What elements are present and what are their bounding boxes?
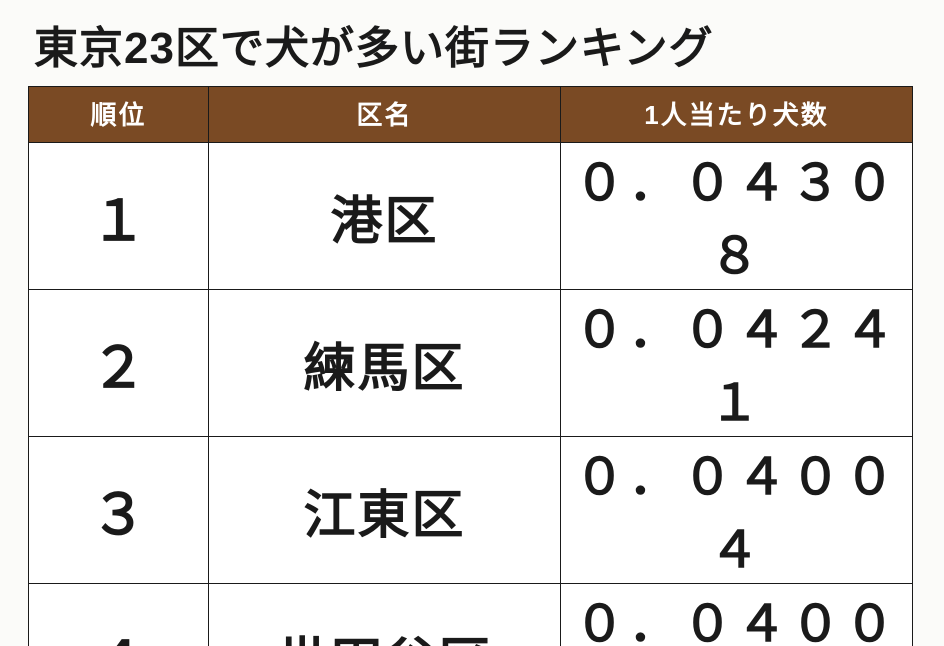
header-rank: 順位 <box>29 87 209 143</box>
header-value: 1人当たり犬数 <box>561 87 913 143</box>
table-row: ４ 世田谷区 ０．０４００１ <box>29 584 913 646</box>
ranking-table: 順位 区名 1人当たり犬数 １ 港区 ０．０４３０８ ２ 練馬区 ０．０４２４１… <box>28 86 913 646</box>
table-body: １ 港区 ０．０４３０８ ２ 練馬区 ０．０４２４１ ３ 江東区 ０．０４００４… <box>29 143 913 646</box>
table-row: １ 港区 ０．０４３０８ <box>29 143 913 290</box>
cell-name: 練馬区 <box>209 290 561 437</box>
cell-value: ０．０４００１ <box>561 584 913 646</box>
cell-value: ０．０４２４１ <box>561 290 913 437</box>
cell-name: 世田谷区 <box>209 584 561 646</box>
cell-rank: ２ <box>29 290 209 437</box>
page-container: 東京23区で犬が多い街ランキング 順位 区名 1人当たり犬数 １ 港区 ０．０４… <box>0 0 944 646</box>
cell-name: 江東区 <box>209 437 561 584</box>
cell-value: ０．０４００４ <box>561 437 913 584</box>
table-header: 順位 区名 1人当たり犬数 <box>29 87 913 143</box>
header-name: 区名 <box>209 87 561 143</box>
table-header-row: 順位 区名 1人当たり犬数 <box>29 87 913 143</box>
cell-rank: １ <box>29 143 209 290</box>
cell-value: ０．０４３０８ <box>561 143 913 290</box>
page-title: 東京23区で犬が多い街ランキング <box>28 12 920 76</box>
cell-rank: ３ <box>29 437 209 584</box>
cell-name: 港区 <box>209 143 561 290</box>
cell-rank: ４ <box>29 584 209 646</box>
table-row: ３ 江東区 ０．０４００４ <box>29 437 913 584</box>
table-row: ２ 練馬区 ０．０４２４１ <box>29 290 913 437</box>
